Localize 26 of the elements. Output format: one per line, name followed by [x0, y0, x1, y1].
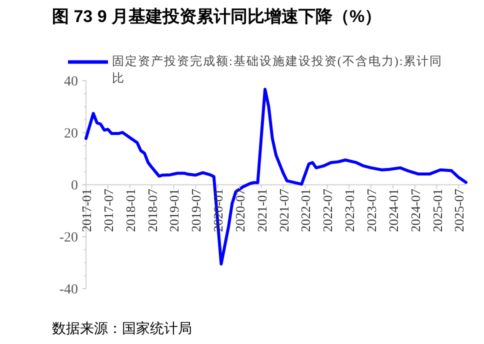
x-tick-label: 2018-01	[122, 188, 138, 232]
x-tick-label: 2023-01	[342, 188, 358, 232]
x-tick-label: 2019-01	[166, 188, 182, 232]
x-tick-label: 2018-07	[144, 188, 160, 232]
y-tick-label: -40	[59, 282, 78, 298]
x-tick-label: 2023-07	[364, 188, 379, 232]
x-tick-label: 2017-07	[100, 188, 116, 232]
source-note: 数据来源：国家统计局	[52, 320, 192, 336]
x-tick-label: 2025-01	[430, 188, 445, 232]
x-tick-label: 2020-07	[232, 188, 248, 232]
x-tick-label: 2024-01	[386, 188, 401, 232]
legend-label: 固定资产投资完成额:基础设施建设投资(不含电力):累计同比	[112, 53, 444, 87]
y-tick-label: 40	[64, 74, 78, 90]
x-tick-label: 2022-01	[298, 188, 314, 232]
x-tick-label: 2019-07	[188, 188, 204, 232]
chart-title: 图 73 9 月基建投资累计同比增速下降（%）	[52, 7, 382, 26]
x-tick-label: 2021-07	[276, 188, 292, 232]
x-tick-label: 2021-01	[254, 188, 270, 232]
x-tick-label: 2025-07	[452, 188, 467, 232]
y-tick-label: -20	[59, 230, 78, 246]
x-tick-label: 2017-01	[79, 188, 94, 232]
y-tick-label: 0	[71, 178, 78, 194]
x-tick-label: 2020-01	[210, 188, 226, 232]
x-tick-label: 2024-07	[408, 188, 423, 232]
x-tick-label: 2022-07	[320, 188, 336, 232]
y-tick-label: 20	[64, 126, 78, 142]
